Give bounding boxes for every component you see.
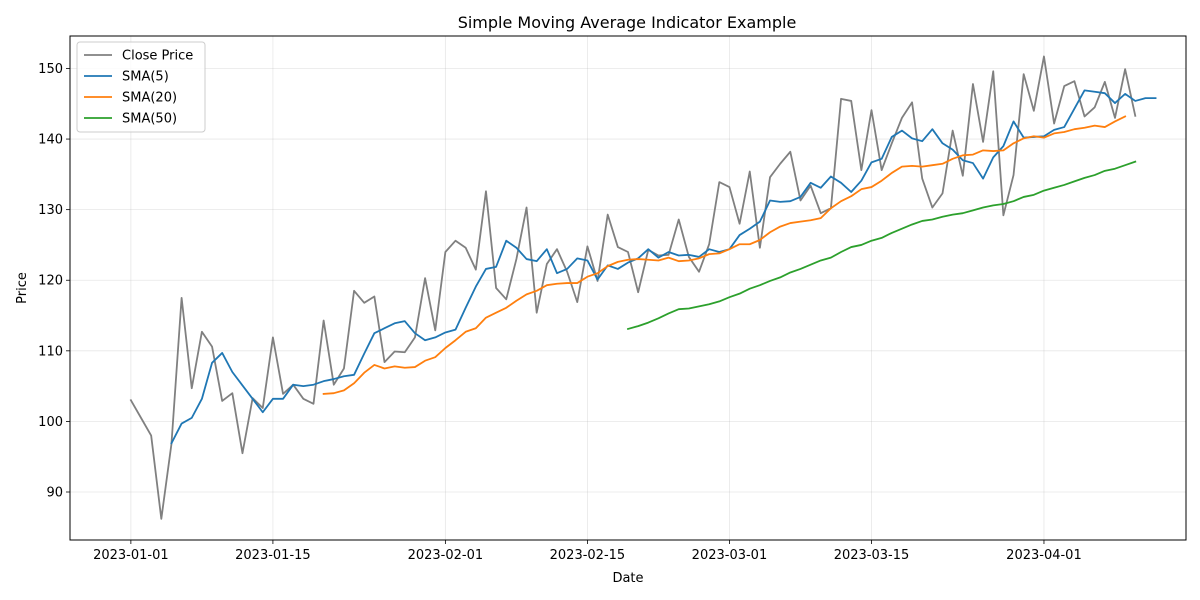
plot-area-frame (69, 35, 1187, 541)
x-tick-label: 2023-04-01 (1006, 548, 1082, 563)
y-tick-label: 100 (38, 415, 63, 430)
x-axis-label: Date (612, 571, 643, 586)
y-tick-label: 120 (38, 274, 63, 289)
x-tick-label: 2023-03-15 (834, 548, 910, 563)
series-line-sma-50 (626, 160, 1137, 331)
x-tick-label: 2023-03-01 (692, 548, 768, 563)
y-tick-label: 140 (38, 133, 63, 148)
x-tick-label: 2023-01-15 (235, 548, 311, 563)
y-tick-label: 90 (46, 486, 63, 501)
grid-lines (70, 36, 1186, 540)
legend-label-close-price: Close Price (122, 49, 193, 64)
y-tick-label: 130 (38, 203, 63, 218)
legend-label-sma-50: SMA(50) (122, 112, 177, 127)
series-line-sma-20 (322, 115, 1127, 395)
series-line-sma-5 (170, 89, 1157, 445)
legend-label-sma-5: SMA(5) (122, 70, 169, 85)
legend-frame (76, 41, 206, 133)
x-tick-label: 2023-02-15 (550, 548, 626, 563)
x-tick-label: 2023-02-01 (408, 548, 484, 563)
x-axis-ticks: 2023-01-01 2023-01-15 2023-02-01 2023-02-15… (93, 540, 1082, 563)
legend: Close Price SMA(5) SMA(20) SMA(50) (76, 41, 206, 133)
x-tick-label: 2023-01-01 (93, 548, 169, 563)
legend-label-sma-20: SMA(20) (122, 91, 177, 106)
y-axis-ticks: 90 100 110 120 130 140 150 (38, 62, 70, 501)
chart-title: Simple Moving Average Indicator Example (458, 13, 797, 32)
y-tick-label: 150 (38, 62, 63, 77)
series-layer (129, 55, 1157, 520)
series-line-close-price (129, 55, 1137, 520)
y-axis-label: Price (15, 272, 30, 304)
y-tick-label: 110 (38, 344, 63, 359)
